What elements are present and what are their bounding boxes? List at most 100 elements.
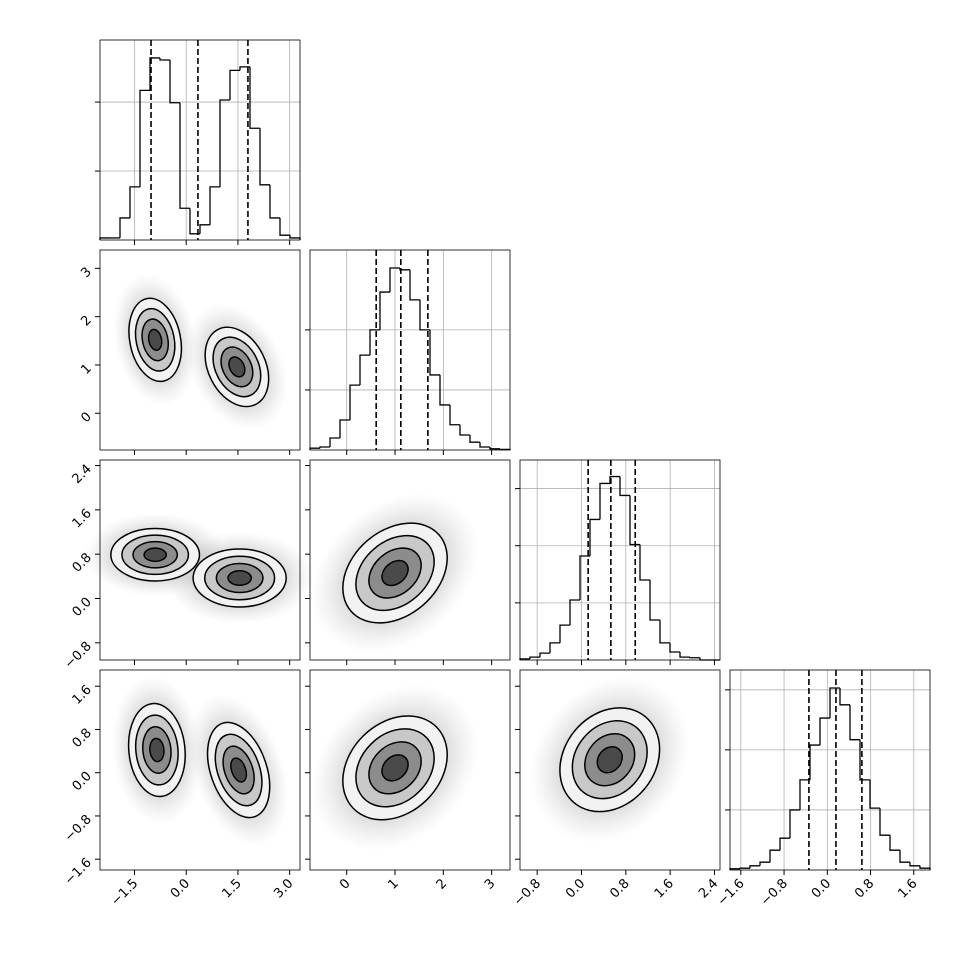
histogram-step: [759, 861, 770, 866]
histogram-step: [679, 652, 690, 658]
histogram-step: [409, 269, 420, 301]
histogram-step: [819, 717, 830, 746]
histogram-step: [469, 434, 480, 443]
histogram-step: [619, 476, 630, 497]
histogram-step: [229, 69, 240, 100]
histogram-step: [199, 224, 210, 234]
x-tick-label: 0.0: [168, 876, 193, 901]
histogram-step: [379, 291, 390, 330]
x-tick-label: −1.5: [108, 876, 141, 909]
histogram-step: [119, 217, 130, 238]
y-tick-label: 2.4: [70, 462, 95, 487]
histogram-step: [569, 599, 580, 626]
histogram-step: [649, 580, 660, 621]
y-tick-label: 3: [78, 265, 94, 281]
x-tick-label: 0.0: [809, 876, 834, 901]
histogram-step: [159, 57, 170, 61]
x-tick-label: 0.0: [563, 876, 588, 901]
histogram-step: [149, 57, 160, 91]
histogram-step: [439, 374, 450, 406]
x-tick-label: 0.8: [607, 876, 632, 901]
y-tick-label: −1.6: [62, 855, 95, 888]
histogram-step: [829, 687, 840, 719]
histogram-step: [639, 544, 650, 581]
histogram-step: [919, 865, 931, 870]
y-tick-label: 1.6: [70, 506, 95, 531]
density-contour: [381, 559, 409, 587]
y-tick-label: 0.8: [70, 726, 95, 751]
panel-frame: [729, 669, 931, 871]
histogram-step: [269, 184, 280, 219]
histogram-step: [869, 779, 880, 809]
histogram-step: [549, 642, 560, 654]
histogram-step: [289, 235, 301, 240]
panel-frame: [519, 669, 721, 871]
histogram-step: [249, 66, 260, 129]
histogram-step: [589, 518, 600, 556]
histogram-step: [579, 555, 590, 600]
histogram-step: [789, 809, 800, 839]
y-tick-label: 1.6: [70, 682, 95, 707]
histogram-step: [559, 624, 570, 643]
histogram-step: [169, 60, 180, 104]
histogram-step: [839, 688, 850, 706]
histogram-step: [769, 849, 780, 863]
histogram-step: [529, 656, 540, 659]
histogram-step: [809, 744, 820, 780]
histogram-step: [739, 867, 750, 869]
panel-frame: [309, 249, 511, 451]
histogram-step: [849, 704, 860, 741]
histogram-step: [429, 329, 440, 376]
density-contour: [230, 757, 248, 783]
x-tick-label: 1.5: [220, 876, 245, 901]
y-tick-label: 0: [78, 410, 94, 426]
histogram-step: [359, 354, 370, 386]
y-tick-label: −0.8: [62, 639, 95, 672]
y-tick-label: 2: [78, 313, 94, 329]
histogram-step: [129, 186, 140, 218]
x-tick-label: −0.8: [758, 876, 791, 909]
histogram-step: [279, 217, 290, 236]
histogram-step: [259, 128, 270, 186]
panel-frame: [519, 459, 721, 661]
histogram-step: [669, 642, 680, 653]
density-contour: [227, 570, 253, 586]
histogram-step: [629, 495, 640, 546]
density-contour: [381, 754, 409, 782]
histogram-step: [219, 99, 230, 187]
histogram-step: [329, 437, 340, 447]
density-contour: [143, 547, 168, 563]
y-tick-label: 1: [78, 361, 94, 377]
density-contour: [149, 737, 165, 763]
histogram-step: [899, 850, 910, 863]
histogram-step: [889, 835, 900, 851]
histogram-step: [779, 837, 790, 851]
x-tick-label: 1.6: [652, 876, 677, 901]
histogram-step: [339, 419, 350, 438]
histogram-step: [749, 865, 760, 869]
x-tick-label: 1.6: [895, 876, 920, 901]
histogram-step: [599, 482, 610, 520]
histogram-step: [879, 808, 890, 836]
histogram-step: [369, 329, 380, 356]
panel-frame: [99, 249, 301, 451]
panel-frame: [309, 459, 511, 661]
y-tick-label: −0.8: [62, 812, 95, 845]
histogram-step: [539, 652, 550, 658]
density-contour: [147, 328, 163, 351]
histogram-step: [479, 442, 490, 448]
histogram-step: [419, 299, 430, 331]
histogram-step: [489, 446, 500, 450]
histogram-step: [189, 208, 200, 235]
histogram-step: [659, 620, 670, 644]
panel-frame: [99, 669, 301, 871]
histogram-step: [139, 89, 150, 187]
x-tick-label: 0.8: [852, 876, 877, 901]
x-tick-label: 3.0: [271, 876, 296, 901]
x-tick-label: 2: [434, 876, 450, 892]
histogram-step: [689, 657, 700, 659]
y-tick-label: 0.0: [70, 769, 95, 794]
density-contour: [596, 746, 623, 774]
histogram-step: [179, 102, 190, 209]
